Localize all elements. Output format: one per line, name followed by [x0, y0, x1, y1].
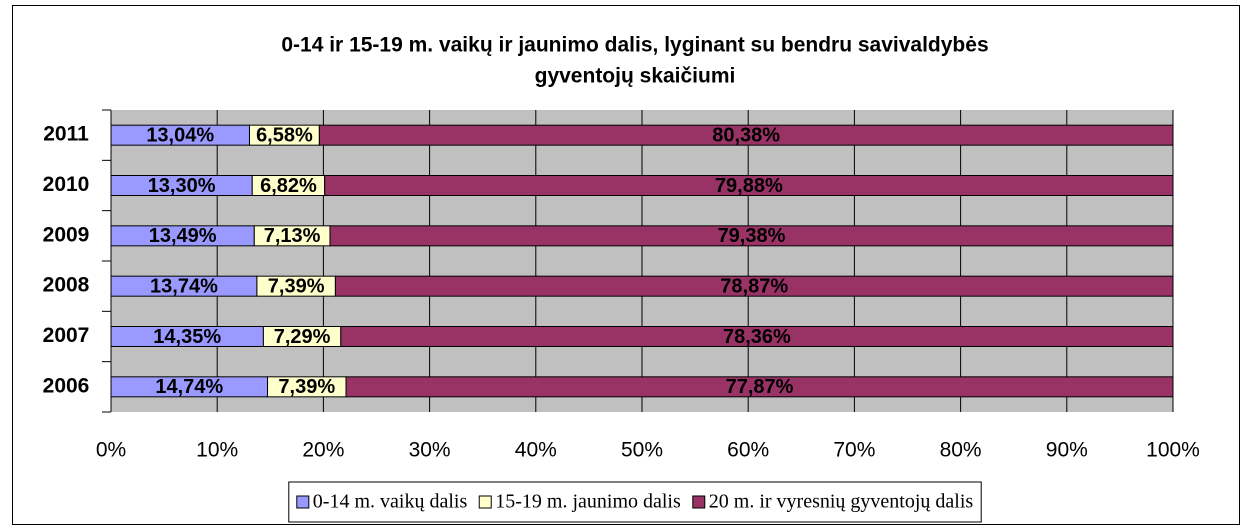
- legend-swatch: [692, 495, 706, 509]
- data-label: 13,30%: [148, 175, 216, 197]
- bar-segment: [334, 275, 1174, 297]
- chart-title: 0-14 ir 15-19 m. vaikų ir jaunimo dalis,…: [281, 34, 988, 57]
- data-label: 77,87%: [726, 376, 794, 398]
- data-label: 7,13%: [264, 225, 321, 247]
- data-label: 14,74%: [155, 376, 223, 398]
- x-tick-label: 30%: [409, 439, 451, 462]
- y-tick-label: 2010: [43, 173, 90, 196]
- x-tick-label: 70%: [833, 439, 875, 462]
- legend-swatch: [296, 495, 310, 509]
- data-label: 13,49%: [149, 225, 217, 247]
- x-tick-label: 40%: [515, 439, 557, 462]
- data-label: 80,38%: [712, 124, 780, 146]
- data-label: 79,88%: [715, 175, 783, 197]
- legend-label: 0-14 m. vaikų dalis: [313, 491, 468, 513]
- bar-segment: [324, 175, 1174, 196]
- x-tick-label: 20%: [302, 439, 344, 462]
- y-tick-label: 2011: [43, 123, 89, 146]
- x-tick-label: 0%: [96, 439, 126, 462]
- x-tick-label: 60%: [727, 439, 769, 462]
- data-label: 6,82%: [260, 175, 317, 197]
- data-label: 7,29%: [274, 326, 331, 348]
- bar-segment: [340, 326, 1174, 347]
- x-tick-label: 80%: [940, 439, 982, 462]
- data-label: 6,58%: [256, 124, 313, 146]
- x-tick-label: 10%: [196, 439, 238, 462]
- legend: [288, 481, 982, 523]
- y-tick-label: 2006: [43, 374, 90, 397]
- bar-segment: [318, 124, 1174, 146]
- x-tick-label: 90%: [1046, 439, 1088, 462]
- data-label: 79,38%: [718, 225, 786, 247]
- x-tick-label: 50%: [621, 439, 663, 462]
- bar-segment: [329, 225, 1174, 247]
- legend-label: 20 m. ir vyresnių gyventojų dalis: [709, 491, 974, 513]
- x-tick-label: 100%: [1146, 439, 1200, 462]
- chart-title: gyventojų skaičiumi: [535, 65, 736, 88]
- data-label: 7,39%: [268, 275, 325, 297]
- legend-label: 15-19 m. jaunimo dalis: [495, 491, 681, 513]
- data-label: 7,39%: [278, 376, 335, 398]
- data-label: 78,87%: [720, 275, 788, 297]
- data-label: 13,04%: [146, 124, 214, 146]
- data-label: 13,74%: [150, 275, 218, 297]
- data-label: 78,36%: [723, 326, 791, 348]
- data-label: 14,35%: [153, 326, 221, 348]
- legend-swatch: [478, 495, 492, 509]
- y-tick-label: 2008: [43, 274, 90, 297]
- bar-segment: [345, 376, 1174, 398]
- y-tick-label: 2007: [43, 324, 90, 347]
- y-tick-label: 2009: [43, 223, 90, 246]
